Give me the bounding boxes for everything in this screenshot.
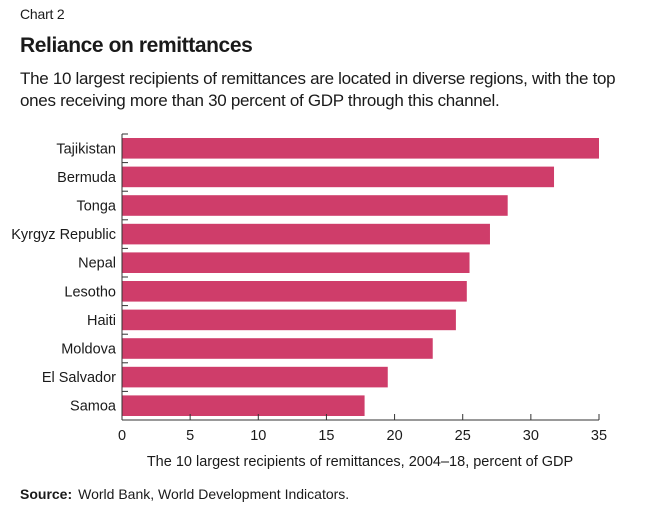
category-labels: Tajikistan Bermuda Tonga Kyrgyz Republic Nep… (11, 141, 117, 414)
x-tick-label: 5 (186, 428, 194, 444)
category-label: Nepal (78, 256, 116, 272)
bar-haiti (122, 309, 456, 331)
x-axis: 0 5 10 15 20 25 30 35 (118, 133, 607, 444)
category-label: Tonga (76, 199, 116, 215)
category-label: Bermuda (57, 170, 117, 186)
bar-nepal (122, 252, 470, 273)
x-tick-label: 30 (523, 428, 539, 444)
x-tick-label: 10 (250, 428, 266, 444)
source-note: Source: World Bank, World Development Ind… (20, 486, 349, 502)
bar-tonga (122, 195, 508, 216)
bar-samoa (122, 395, 365, 416)
chart-number: Chart 2 (20, 6, 65, 22)
x-tick-label: 35 (591, 428, 607, 444)
source-label: Source: (20, 486, 73, 502)
category-label: Haiti (87, 313, 116, 329)
bars-layer (122, 138, 599, 416)
chart-subtitle: The 10 largest recipients of remittances… (20, 69, 616, 110)
chart-title: Reliance on remittances (20, 34, 253, 57)
bar-lesotho (122, 281, 467, 302)
category-label: Samoa (70, 399, 117, 415)
category-label: Tajikistan (56, 141, 116, 157)
bar-chart: Tajikistan Bermuda Tonga Kyrgyz Republic Nep… (11, 133, 607, 470)
source-text: World Bank, World Development Indicators… (78, 486, 350, 502)
x-axis-label: The 10 largest recipients of remittances… (147, 454, 573, 470)
bar-moldova (122, 338, 433, 359)
bar-el-salvador (122, 366, 388, 388)
bar-bermuda (122, 166, 555, 188)
category-label: Lesotho (64, 284, 116, 300)
x-tick-label: 0 (118, 428, 126, 444)
category-label: Moldova (61, 342, 117, 358)
bar-kyrgyz-republic (122, 223, 490, 245)
category-label: El Salvador (42, 370, 116, 386)
x-tick-label: 20 (387, 428, 403, 444)
bar-tajikistan (122, 138, 599, 159)
x-tick-label: 15 (318, 428, 334, 444)
category-label: Kyrgyz Republic (11, 227, 116, 243)
x-tick-label: 25 (455, 428, 471, 444)
